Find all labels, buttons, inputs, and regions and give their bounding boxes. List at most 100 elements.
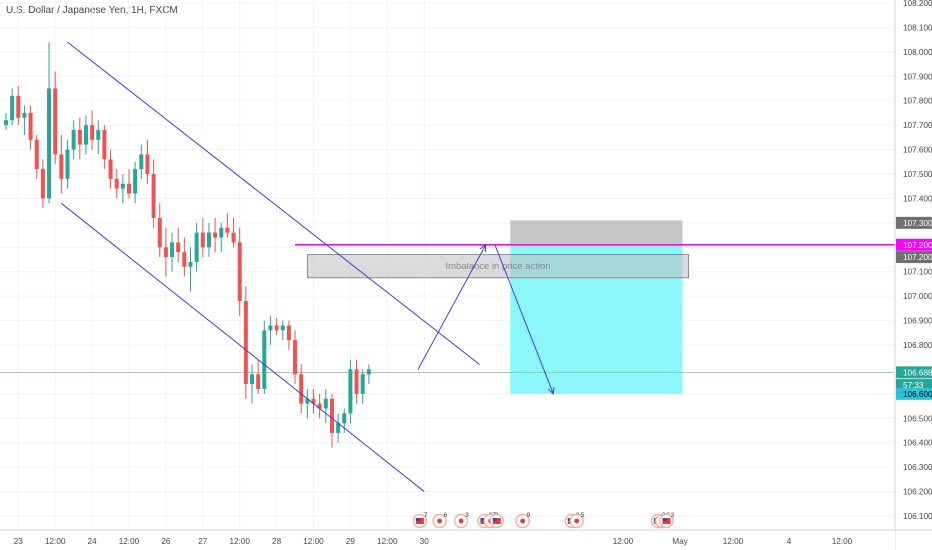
time-tick-label: 12:00 [119,537,140,546]
candle-body [280,325,285,331]
price-tick-label: 106.400 [903,439,932,448]
price-tick-label: 106.800 [903,341,932,350]
candle-body [237,242,242,302]
price-tick-label: 108.000 [903,48,932,57]
candle-body [16,95,21,118]
price-label-text: 57:33 [903,381,924,390]
candle-body [286,325,291,341]
candle-body [329,398,334,433]
candle-body [231,232,236,243]
candle-body [268,325,273,331]
candle-body [34,139,39,170]
time-axis[interactable] [0,530,895,550]
candle-body [342,413,347,424]
time-tick-label: 26 [161,537,171,546]
time-tick-label: 27 [198,537,208,546]
candle-body [274,325,279,331]
arrow-head-icon [479,243,487,252]
price-label-text: 107.300 [903,219,932,228]
price-tick-label: 107.600 [903,146,932,155]
candle-body [163,247,168,258]
imbalance-zone-label: Imbalance in price action [445,261,550,272]
candle-body [22,112,27,118]
imbalance-zone[interactable] [306,254,690,279]
time-tick-label: 12:00 [45,537,66,546]
candle-body [102,130,107,160]
time-tick-label: 12:00 [613,537,634,546]
candle-body [59,154,64,179]
price-tick-label: 108.200 [903,0,932,8]
candle-body [28,112,33,140]
channel-line-upper[interactable] [67,41,480,365]
candle-body [96,130,101,140]
candle-body [176,242,181,253]
event-count: 7 [424,512,428,519]
price-label-text: 106.600 [903,390,932,399]
event-count: 3 [671,512,675,519]
price-label-tag [896,366,932,379]
candle-body [323,398,328,409]
candle-body [219,227,224,238]
candle-body [311,398,316,404]
event-count: 5 [581,512,585,519]
us-flag-canton [662,518,667,521]
candle-body [366,369,371,375]
time-tick-label: 29 [346,537,356,546]
candle-body [225,227,230,233]
candle-body [10,95,15,121]
candle-body [77,130,82,145]
candle-body [170,242,175,258]
price-tick-label: 107.900 [903,72,932,81]
candle-body [250,374,254,385]
candle-body [262,330,267,389]
candle-body [317,403,322,409]
price-tick-label: 108.100 [903,23,932,32]
price-label-tag [896,251,932,264]
time-tick-label: 4 [787,537,792,546]
stop-zone[interactable] [510,220,683,245]
candle-body [299,374,304,404]
candle-body [157,217,162,248]
candle-body [4,120,8,126]
arrow-head-icon [547,386,555,395]
candle-body [348,369,353,414]
price-tick-label: 106.300 [903,463,932,472]
candle-body [182,252,187,267]
candle-body [114,178,119,189]
price-axis[interactable] [895,0,932,550]
time-tick-label: 12:00 [303,537,324,546]
price-tick-label: 107.100 [903,268,932,277]
time-tick-label: 12:00 [377,537,398,546]
price-tick-label: 107.400 [903,194,932,203]
jp-flag-icon [520,518,525,524]
jp-flag-icon [458,518,464,524]
price-tick-label: 107.700 [903,121,932,130]
price-tick-label: 106.100 [903,512,932,521]
us-flag-canton [492,518,497,521]
projection-arrow-up[interactable] [417,244,487,370]
candle-body [213,232,218,238]
channel-line-lower[interactable] [61,202,425,492]
event-count: 3 [465,512,469,519]
candle-body [90,125,95,140]
candle-body [47,88,52,199]
time-tick-label: 12:00 [723,537,744,546]
candle-body [305,398,310,404]
projection-arrow-down[interactable] [494,244,554,395]
candle-body [40,169,45,199]
price-label-tag [896,387,932,400]
candle-body [293,340,298,375]
time-tick-label: 28 [272,537,282,546]
candle-body [83,125,88,145]
event-count: 9 [527,512,531,519]
candle-body [336,423,341,433]
candle-body [243,301,248,385]
us-flag-canton [480,518,485,521]
time-tick-label: 24 [88,537,98,546]
time-tick-label: 23 [14,537,24,546]
candle-body [151,174,156,218]
candle-body [206,232,211,248]
jp-flag-icon [437,518,442,524]
